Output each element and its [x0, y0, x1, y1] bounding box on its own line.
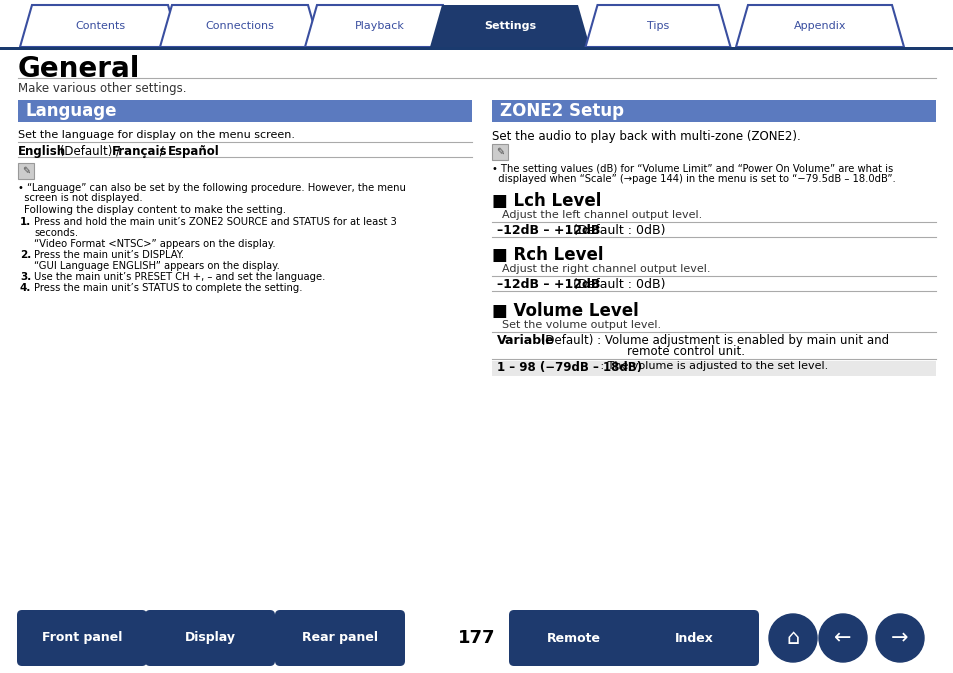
Text: Press and hold the main unit’s ZONE2 SOURCE and STATUS for at least 3: Press and hold the main unit’s ZONE2 SOU…	[34, 217, 396, 227]
Text: ■ Volume Level: ■ Volume Level	[492, 302, 639, 320]
Text: (Default : 0dB): (Default : 0dB)	[568, 224, 665, 237]
Polygon shape	[430, 5, 589, 47]
Text: • “Language” can also be set by the following procedure. However, the menu: • “Language” can also be set by the foll…	[18, 183, 405, 193]
Text: Adjust the right channel output level.: Adjust the right channel output level.	[501, 264, 710, 274]
Bar	[18, 100, 472, 122]
FancyBboxPatch shape	[17, 610, 147, 666]
Text: 2.: 2.	[20, 250, 31, 260]
Bar	[492, 144, 507, 160]
Text: General: General	[18, 55, 140, 83]
Text: (Default) : Volume adjustment is enabled by main unit and: (Default) : Volume adjustment is enabled…	[537, 334, 888, 347]
Text: screen is not displayed.: screen is not displayed.	[18, 193, 143, 203]
Text: Set the volume output level.: Set the volume output level.	[501, 320, 660, 330]
Circle shape	[818, 614, 866, 662]
Text: 1.: 1.	[20, 217, 31, 227]
Bar	[492, 361, 935, 376]
Text: –12dB – +12dB: –12dB – +12dB	[497, 224, 599, 237]
Text: Appendix: Appendix	[793, 21, 845, 31]
Circle shape	[875, 614, 923, 662]
Polygon shape	[585, 5, 730, 47]
Polygon shape	[160, 5, 319, 47]
Text: ZONE2 Setup: ZONE2 Setup	[499, 102, 623, 120]
Text: ■ Lch Level: ■ Lch Level	[492, 192, 600, 210]
Text: Tips: Tips	[646, 21, 668, 31]
Bar	[18, 163, 34, 179]
Text: Use the main unit’s PRESET CH +, – and set the language.: Use the main unit’s PRESET CH +, – and s…	[34, 272, 325, 282]
Text: Español: Español	[168, 145, 219, 158]
Text: English: English	[18, 145, 66, 158]
Polygon shape	[20, 5, 180, 47]
Text: Adjust the left channel output level.: Adjust the left channel output level.	[501, 210, 701, 220]
Text: Display: Display	[184, 631, 235, 645]
Text: ■ Rch Level: ■ Rch Level	[492, 246, 603, 264]
Text: Press the main unit’s STATUS to complete the setting.: Press the main unit’s STATUS to complete…	[34, 283, 302, 293]
Text: Index: Index	[674, 631, 713, 645]
Text: →: →	[890, 628, 908, 648]
Text: (Default : 0dB): (Default : 0dB)	[568, 278, 665, 291]
Text: Rear panel: Rear panel	[302, 631, 377, 645]
FancyBboxPatch shape	[509, 610, 639, 666]
Text: Playback: Playback	[355, 21, 404, 31]
FancyBboxPatch shape	[145, 610, 274, 666]
Text: ←: ←	[833, 628, 851, 648]
Text: “Video Format <NTSC>” appears on the display.: “Video Format <NTSC>” appears on the dis…	[34, 239, 275, 249]
Text: 177: 177	[457, 629, 496, 647]
Text: remote control unit.: remote control unit.	[626, 345, 744, 358]
FancyBboxPatch shape	[628, 610, 759, 666]
Text: Contents: Contents	[75, 21, 125, 31]
Text: Settings: Settings	[483, 21, 536, 31]
Text: ✎: ✎	[22, 166, 30, 176]
Bar	[0, 607, 953, 673]
Text: 4.: 4.	[20, 283, 31, 293]
Text: Following the display content to make the setting.: Following the display content to make th…	[24, 205, 286, 215]
Text: Set the language for display on the menu screen.: Set the language for display on the menu…	[18, 130, 294, 140]
Text: 1 – 98 (−79dB – 18dB): 1 – 98 (−79dB – 18dB)	[497, 361, 641, 374]
Text: (Default) /: (Default) /	[56, 145, 124, 158]
Text: Front panel: Front panel	[42, 631, 122, 645]
Text: displayed when “Scale” (→page 144) in the menu is set to “−79.5dB – 18.0dB”.: displayed when “Scale” (→page 144) in th…	[492, 174, 895, 184]
Text: • The setting values (dB) for “Volume Limit” and “Power On Volume” are what is: • The setting values (dB) for “Volume Li…	[492, 164, 892, 174]
Text: –12dB – +12dB: –12dB – +12dB	[497, 278, 599, 291]
Text: “GUI Language ENGLISH” appears on the display.: “GUI Language ENGLISH” appears on the di…	[34, 261, 279, 271]
Text: Language: Language	[26, 102, 117, 120]
Text: Français: Français	[112, 145, 168, 158]
FancyBboxPatch shape	[274, 610, 405, 666]
Polygon shape	[305, 5, 455, 47]
Polygon shape	[735, 5, 903, 47]
Text: /: /	[156, 145, 168, 158]
Text: Set the audio to play back with multi-zone (ZONE2).: Set the audio to play back with multi-zo…	[492, 130, 800, 143]
Bar	[0, 47, 953, 50]
Bar	[492, 100, 935, 122]
Text: : The volume is adjusted to the set level.: : The volume is adjusted to the set leve…	[597, 361, 827, 371]
Text: Press the main unit’s DISPLAY.: Press the main unit’s DISPLAY.	[34, 250, 184, 260]
Text: Make various other settings.: Make various other settings.	[18, 82, 186, 95]
Text: ⌂: ⌂	[785, 628, 799, 648]
Text: seconds.: seconds.	[34, 228, 78, 238]
Text: 3.: 3.	[20, 272, 31, 282]
Text: Variable: Variable	[497, 334, 554, 347]
Text: ✎: ✎	[496, 147, 503, 157]
Text: Remote: Remote	[546, 631, 600, 645]
Text: Connections: Connections	[205, 21, 274, 31]
Circle shape	[768, 614, 816, 662]
